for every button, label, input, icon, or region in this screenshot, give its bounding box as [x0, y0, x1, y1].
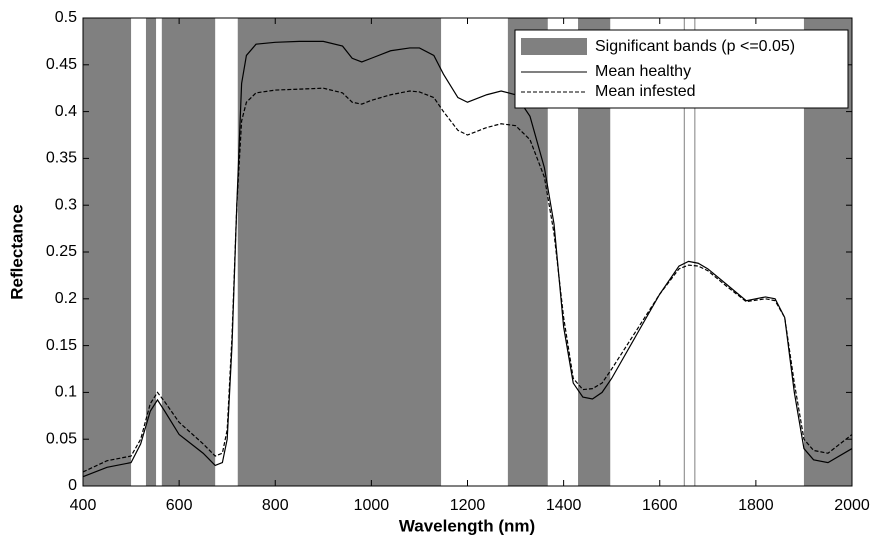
x-tick-label: 800 — [262, 497, 289, 514]
significant-band — [237, 18, 442, 486]
legend-label: Mean infested — [595, 83, 696, 100]
x-tick-label: 400 — [70, 497, 97, 514]
y-tick-label: 0.1 — [55, 384, 77, 401]
legend-patch — [521, 38, 587, 55]
x-tick-label: 2000 — [834, 497, 870, 514]
data-line — [82, 40, 853, 478]
significant-band — [145, 18, 157, 486]
y-tick-label: 0.25 — [46, 243, 77, 260]
y-tick-label: 0.5 — [55, 9, 77, 26]
legend-label: Mean healthy — [595, 63, 691, 80]
significant-band — [694, 18, 696, 486]
significant-band — [161, 18, 216, 486]
y-tick-label: 0.2 — [55, 290, 77, 307]
y-tick-label: 0.45 — [46, 56, 77, 73]
x-tick-label: 1600 — [642, 497, 678, 514]
y-tick-label: 0.4 — [55, 103, 77, 120]
x-axis-label: Wavelength (nm) — [399, 516, 535, 535]
y-tick-label: 0 — [68, 477, 77, 494]
legend-label: Significant bands (p <=0.05) — [595, 38, 795, 55]
x-tick-label: 600 — [166, 497, 193, 514]
y-tick-label: 0.15 — [46, 337, 77, 354]
data-line — [82, 87, 853, 473]
x-tick-label: 1800 — [738, 497, 774, 514]
x-tick-label: 1400 — [546, 497, 582, 514]
x-tick-label: 1200 — [450, 497, 486, 514]
x-tick-label: 1000 — [354, 497, 390, 514]
significant-band — [83, 18, 132, 486]
y-tick-label: 0.35 — [46, 150, 77, 167]
y-axis-label: Reflectance — [7, 204, 26, 299]
y-tick-label: 0.05 — [46, 430, 77, 447]
y-tick-label: 0.3 — [55, 196, 77, 213]
significant-band — [683, 18, 685, 486]
